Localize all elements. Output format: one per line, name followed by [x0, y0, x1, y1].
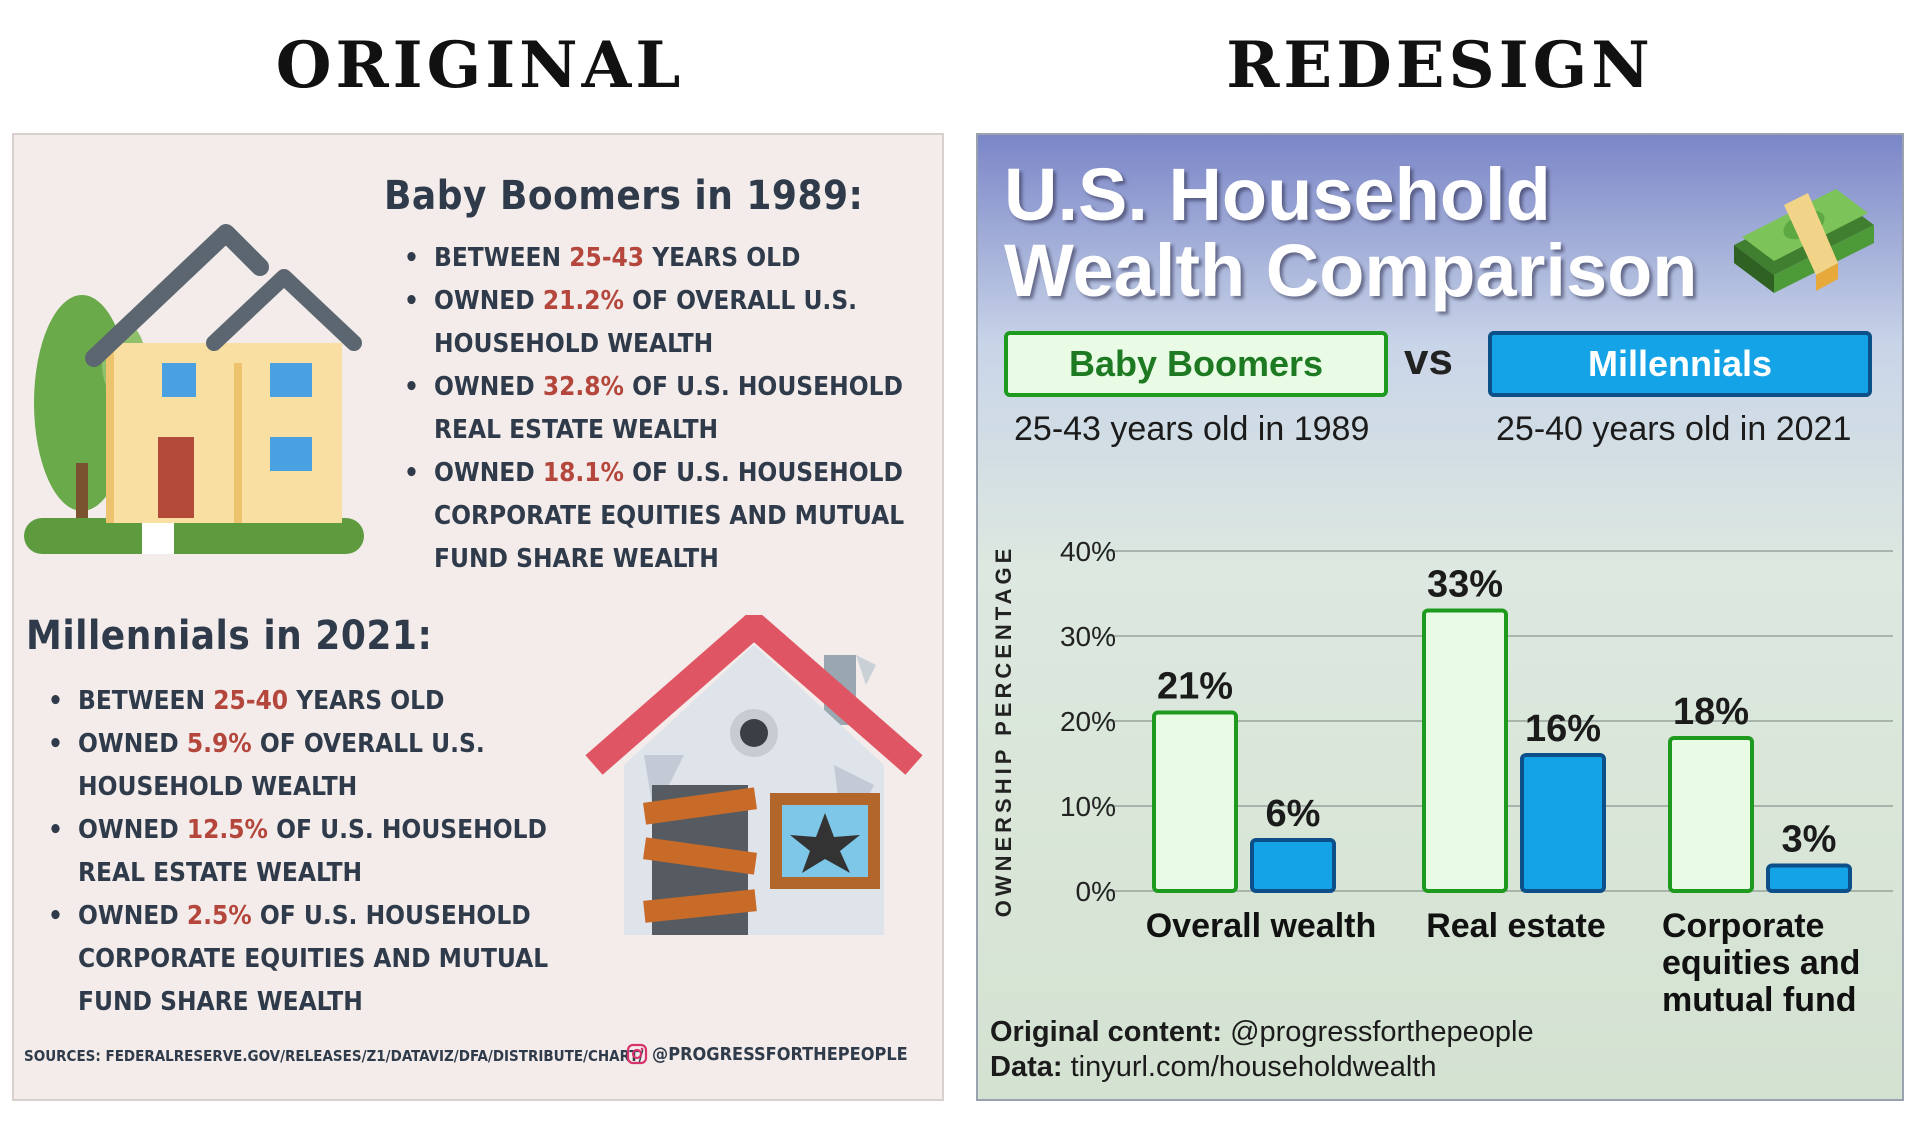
data-label: 21% — [1157, 666, 1233, 708]
versus-label: vs — [1404, 335, 1453, 384]
bar — [1766, 863, 1852, 893]
list-item: Owned 21.2% of overall U.S. household we… — [404, 280, 942, 366]
broken-house-icon — [585, 615, 923, 935]
boomers-list: Between 25-43 years old Owned 21.2% of o… — [404, 237, 942, 581]
y-tick-label: 20% — [1060, 706, 1116, 737]
data-label: 33% — [1427, 564, 1503, 606]
credit-block: Original content: @progressforthepeople … — [990, 1015, 1534, 1085]
original-infographic: Baby Boomers in 1989: Between 25-43 year… — [12, 133, 944, 1101]
list-item: Owned 2.5% of U.S. household corporate e… — [48, 895, 568, 1024]
boomers-subtitle: 25-43 years old in 1989 — [1014, 410, 1370, 448]
y-tick-label: 40% — [1060, 536, 1116, 567]
bar — [1668, 736, 1754, 893]
sources-text: Sources: federalreserve.gov/releases/z1/… — [24, 1047, 644, 1065]
data-source-line: Data: tinyurl.com/householdwealth — [990, 1051, 1437, 1083]
boomers-title: Baby Boomers in 1989: — [384, 173, 864, 219]
list-item: Owned 18.1% of U.S. household corporate … — [404, 452, 942, 581]
instagram-icon — [626, 1043, 648, 1065]
redesign-chart-panel: U.S. Household Wealth Comparison Baby Bo… — [976, 133, 1904, 1101]
data-label: 6% — [1266, 793, 1321, 835]
y-tick-label: 0% — [1076, 876, 1116, 907]
data-label: 18% — [1673, 691, 1749, 733]
millennials-subtitle: 25-40 years old in 2021 — [1496, 410, 1852, 448]
data-label: 3% — [1782, 819, 1837, 861]
list-item: Owned 12.5% of U.S. household real estat… — [48, 809, 568, 895]
house-icon — [24, 224, 364, 554]
chart-title: U.S. Household Wealth Comparison — [1004, 157, 1704, 309]
money-stack-icon — [1734, 189, 1874, 293]
millennials-list: Between 25-40 years old Owned 5.9% of ov… — [48, 680, 568, 1024]
y-axis-label: OWNERSHIP PERCENTAGE — [991, 545, 1016, 918]
data-label: 16% — [1525, 708, 1601, 750]
title-line-2: Wealth Comparison — [1004, 229, 1698, 312]
millennials-title: Millennials in 2021: — [26, 613, 433, 659]
list-item: Between 25-43 years old — [404, 237, 942, 280]
x-tick-label: Overall wealth — [1146, 907, 1377, 945]
original-heading: ORIGINAL — [275, 28, 685, 103]
legend-baby-boomers: Baby Boomers — [1004, 331, 1388, 397]
y-tick-label: 30% — [1060, 621, 1116, 652]
x-tick-label: Real estate — [1426, 907, 1606, 945]
legend-millennials: Millennials — [1488, 331, 1872, 397]
list-item: Owned 32.8% of U.S. household real estat… — [404, 366, 942, 452]
bar — [1152, 710, 1238, 893]
handle-text: @progressforthepeople — [652, 1043, 908, 1065]
bar-chart: 0% 10% 20% 30% 40% OWNERSHIP PERCENTAGE 21% 33%… — [991, 536, 1893, 1015]
redesign-heading: REDESIGN — [1226, 28, 1654, 103]
bar — [1250, 838, 1336, 893]
credit-line: Original content: @progressforthepeople — [990, 1016, 1534, 1048]
title-line-1: U.S. Household — [1004, 153, 1551, 236]
list-item: Between 25-40 years old — [48, 680, 568, 723]
list-item: Owned 5.9% of overall U.S. household wea… — [48, 723, 568, 809]
social-handle[interactable]: @progressforthepeople — [626, 1043, 908, 1065]
y-tick-label: 10% — [1060, 791, 1116, 822]
bar — [1422, 608, 1508, 893]
bar — [1520, 753, 1606, 893]
